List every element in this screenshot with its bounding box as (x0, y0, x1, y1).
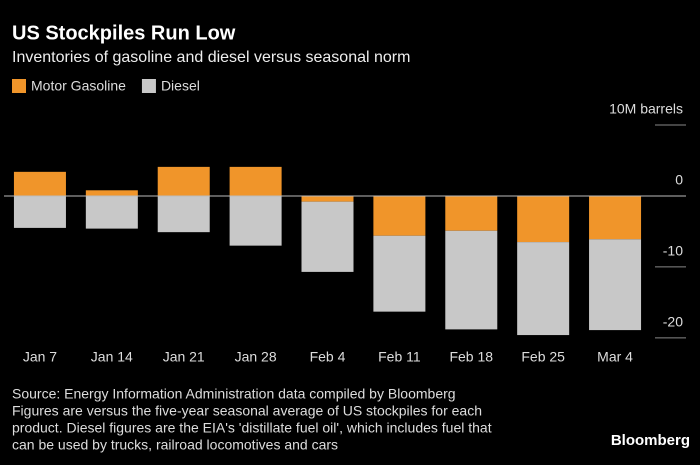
bar (157, 195, 210, 233)
x-tick-label: Jan 21 (163, 349, 205, 365)
brand: Bloomberg (611, 432, 690, 449)
bar (13, 171, 66, 196)
bar (517, 195, 570, 243)
x-tick-label: Feb 25 (521, 349, 565, 365)
bar (13, 195, 66, 228)
legend-swatch (141, 79, 156, 93)
bar (589, 195, 642, 240)
bar (589, 239, 642, 331)
bar (229, 195, 282, 246)
footnote: Source: Energy Information Administratio… (12, 386, 456, 402)
x-tick-label: Jan 7 (23, 349, 57, 365)
legend-label: Motor Gasoline (31, 78, 126, 94)
footnote: product. Diesel figures are the EIA's 'd… (12, 420, 492, 436)
x-tick-label: Feb 18 (449, 349, 493, 365)
chart-title: US Stockpiles Run Low (12, 22, 236, 44)
bar (445, 195, 498, 231)
bar (157, 166, 210, 196)
bar (445, 230, 498, 330)
chart-subtitle: Inventories of gasoline and diesel versu… (12, 49, 410, 66)
x-tick-label: Feb 11 (378, 349, 421, 365)
legend-label: Diesel (161, 78, 200, 94)
y-tick-label: -20 (663, 314, 683, 330)
bar (85, 195, 138, 229)
x-tick-label: Jan 14 (91, 349, 133, 365)
x-tick-label: Mar 4 (597, 349, 633, 365)
x-tick-label: Jan 28 (235, 349, 277, 365)
bar (229, 166, 282, 196)
bar (517, 242, 570, 336)
y-tick-label: 10M barrels (609, 101, 683, 117)
bar (373, 195, 426, 236)
legend-swatch (12, 79, 26, 93)
x-tick-label: Feb 4 (310, 349, 346, 365)
footnote: Figures are versus the five-year seasona… (12, 403, 482, 419)
bar (85, 190, 138, 196)
bar (373, 235, 426, 312)
y-tick-label: 0 (675, 172, 683, 188)
footnote: can be used by trucks, railroad locomoti… (12, 437, 338, 453)
bar (301, 201, 354, 272)
y-tick-label: -10 (663, 243, 683, 259)
bar (301, 195, 354, 202)
